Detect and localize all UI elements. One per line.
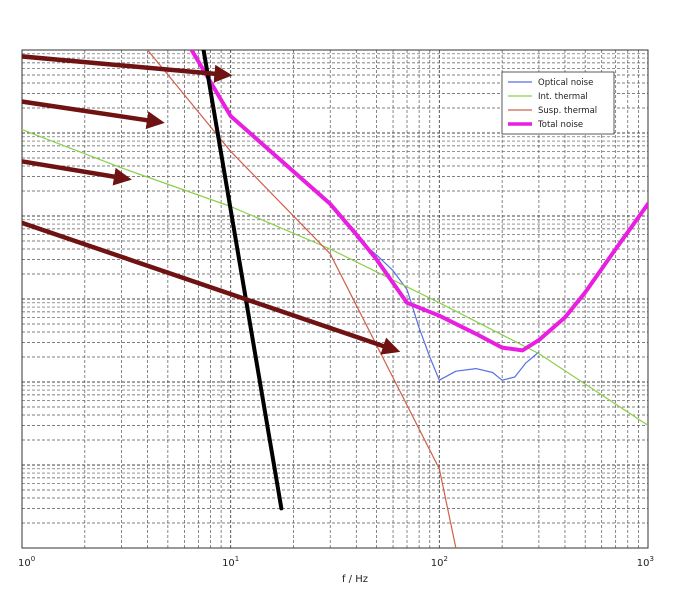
series-line-optical-noise xyxy=(355,236,540,381)
legend-label: Total noise xyxy=(537,120,583,130)
series-line-total-noise xyxy=(189,50,648,353)
annotation-arrow-2 xyxy=(22,99,165,130)
annotation-layer xyxy=(22,50,401,511)
x-tick-label: 102 xyxy=(431,555,448,569)
x-tick-label: 101 xyxy=(222,555,239,569)
annotation-arrow-1 xyxy=(22,54,233,83)
x-axis-label: f / Hz xyxy=(342,574,368,585)
grid-lines xyxy=(22,50,648,548)
annotation-arrow-3 xyxy=(22,159,132,186)
x-tick-labels: 100 101 102 103 xyxy=(18,555,654,569)
legend-label: Susp. thermal xyxy=(538,106,597,116)
plot-frame xyxy=(21,49,649,549)
legend-label: Optical noise xyxy=(538,78,593,88)
legend: Optical noise Int. thermal Susp. thermal To… xyxy=(501,71,615,135)
series-line-susp-thermal xyxy=(147,50,457,548)
annotation-arrow-4 xyxy=(22,220,401,355)
legend-label: Int. thermal xyxy=(538,92,588,102)
black-marker-line xyxy=(201,50,284,511)
x-tick-label: 103 xyxy=(637,555,654,569)
x-tick-label: 100 xyxy=(18,555,35,569)
